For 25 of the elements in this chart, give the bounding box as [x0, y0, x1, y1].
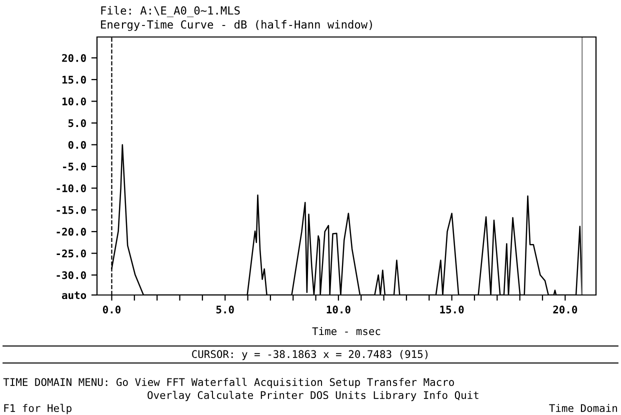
- x-tick-label: 0.0: [102, 306, 121, 314]
- y-tick-label: auto: [62, 292, 86, 300]
- text: F1 for Help: [4, 404, 72, 414]
- y-tick-label: 15.0: [62, 76, 86, 84]
- text: TIME DOMAIN MENU: Go View FFT Waterfall Acquisition Setup Transfer Macro: [3, 378, 454, 388]
- x-axis-title: Time - msec: [312, 327, 380, 336]
- x-tick-label: 20.0: [553, 306, 578, 314]
- text: Time Domain: [549, 404, 617, 412]
- y-tick-label: 20.0: [62, 54, 86, 62]
- text: CURSOR: y = -38.1863 x = 20.7483 (915): [192, 350, 428, 360]
- y-tick-label: -30.0: [56, 271, 86, 280]
- y-tick-label: 0.0: [68, 140, 86, 149]
- chart-title: File: A:\E_A0_0~1.MLS: [101, 6, 240, 18]
- y-tick-label: 5.0: [68, 119, 86, 128]
- chart-subtitle: Energy-Time Curve - dB (half-Hann window): [101, 20, 372, 31]
- y-tick-label: -5.0: [63, 162, 86, 171]
- x-tick-label: 5.0: [216, 306, 234, 314]
- text: Overlay Calculate Printer DOS Units Library Info Quit: [148, 390, 478, 402]
- y-tick-label: -20.0: [56, 228, 86, 236]
- x-tick-label: 10.0: [326, 306, 350, 314]
- y-tick-label: 10.0: [62, 98, 86, 106]
- x-tick-label: 15.0: [440, 306, 464, 314]
- y-tick-label: -15.0: [56, 206, 86, 214]
- y-tick-label: -10.0: [56, 184, 86, 192]
- y-tick-label: -25.0: [56, 250, 86, 258]
